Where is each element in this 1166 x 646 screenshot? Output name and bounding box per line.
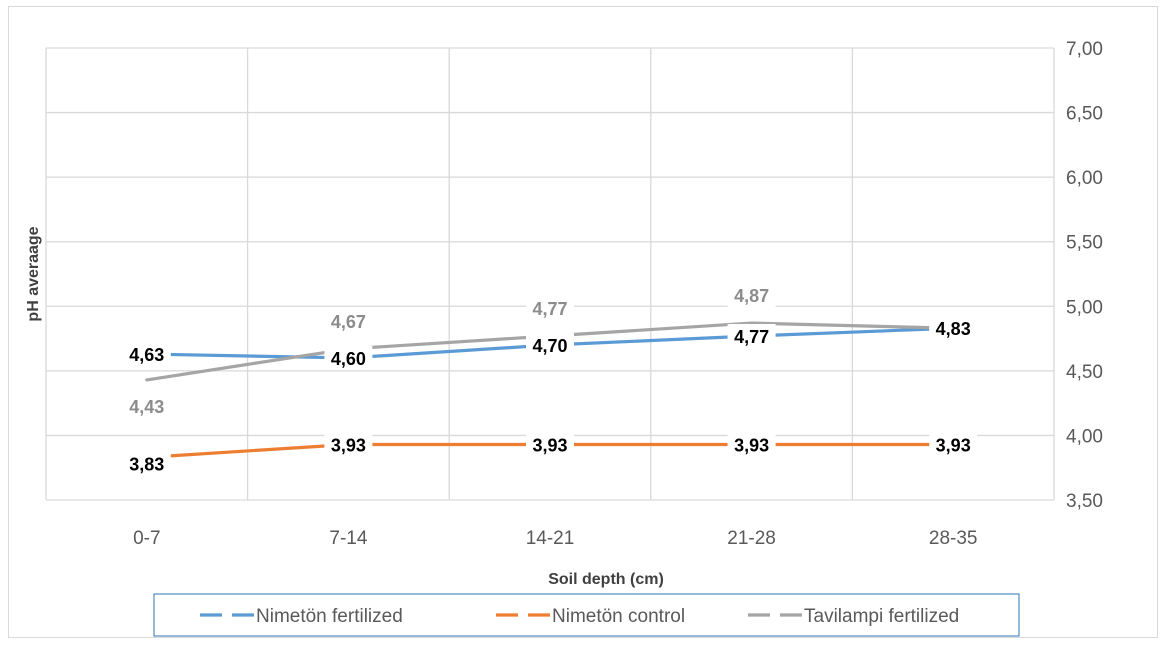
x-tick-label: 0-7 — [133, 528, 160, 549]
data-label: 3,83 — [129, 454, 164, 474]
data-label-backing — [526, 295, 574, 320]
data-label: 4,77 — [734, 327, 769, 347]
x-tick-label: 28-35 — [929, 528, 978, 549]
data-label: 4,43 — [129, 397, 164, 417]
data-label-backing — [727, 283, 776, 308]
data-label-backing — [324, 345, 373, 370]
legend-box — [153, 593, 1020, 637]
data-label-backing — [526, 432, 574, 457]
data-label-backing — [727, 323, 776, 348]
data-label: 3,93 — [532, 435, 567, 455]
data-label: 4,60 — [331, 349, 366, 369]
y-tick-label: 6,50 — [1066, 104, 1103, 125]
data-label-backing — [526, 333, 574, 358]
data-label-backing — [929, 316, 978, 341]
legend: Nimetön fertilized Nimetön control Tavilam… — [200, 606, 959, 627]
y-tick-label: 7,00 — [1066, 39, 1103, 60]
data-label-backing — [122, 342, 171, 367]
x-axis-title: Soil depth (cm) — [548, 571, 664, 588]
data-label: 4,67 — [331, 312, 366, 332]
y-axis-title: pH averaage — [25, 226, 42, 321]
gridlines — [45, 47, 1055, 501]
y-tick-label: 5,00 — [1066, 297, 1103, 318]
data-labels: 4,63 4,60 4,70 4,77 4,83 3,83 3,93 3,93 3,93 3,93… — [122, 283, 978, 476]
x-axis-ticks: 0-7 7-14 14-21 21-28 28-35 — [133, 528, 977, 549]
data-label: 3,93 — [936, 435, 971, 455]
data-label: 3,93 — [331, 435, 366, 455]
legend-entry: Nimetön control — [552, 606, 685, 627]
data-label-backing — [122, 451, 171, 476]
legend-entry: Nimetön fertilized — [256, 606, 403, 627]
x-tick-label: 14-21 — [526, 528, 575, 549]
y-tick-label: 3,50 — [1066, 491, 1103, 512]
y-tick-label: 4,00 — [1066, 426, 1103, 447]
x-tick-label: 7-14 — [329, 528, 367, 549]
data-label-backing — [727, 432, 776, 457]
data-label: 4,70 — [532, 336, 567, 356]
data-label: 4,87 — [734, 286, 769, 306]
x-tick-label: 21-28 — [727, 528, 776, 549]
data-label: 4,83 — [936, 319, 971, 339]
legend-entry: Tavilampi fertilized — [804, 606, 959, 627]
y-tick-label: 4,50 — [1066, 362, 1103, 383]
y-tick-label: 5,50 — [1066, 233, 1103, 254]
data-label: 4,77 — [532, 299, 567, 319]
data-label-backing — [324, 432, 373, 457]
data-label: 3,93 — [734, 435, 769, 455]
data-label-backing — [929, 432, 978, 457]
y-axis-ticks: 3,50 4,00 4,50 5,00 5,50 6,00 6,50 7,00 — [1066, 39, 1103, 512]
data-label: 4,63 — [129, 345, 164, 365]
data-label-backing — [324, 308, 373, 333]
y-tick-label: 6,00 — [1066, 168, 1103, 189]
data-label-backing — [122, 393, 171, 418]
